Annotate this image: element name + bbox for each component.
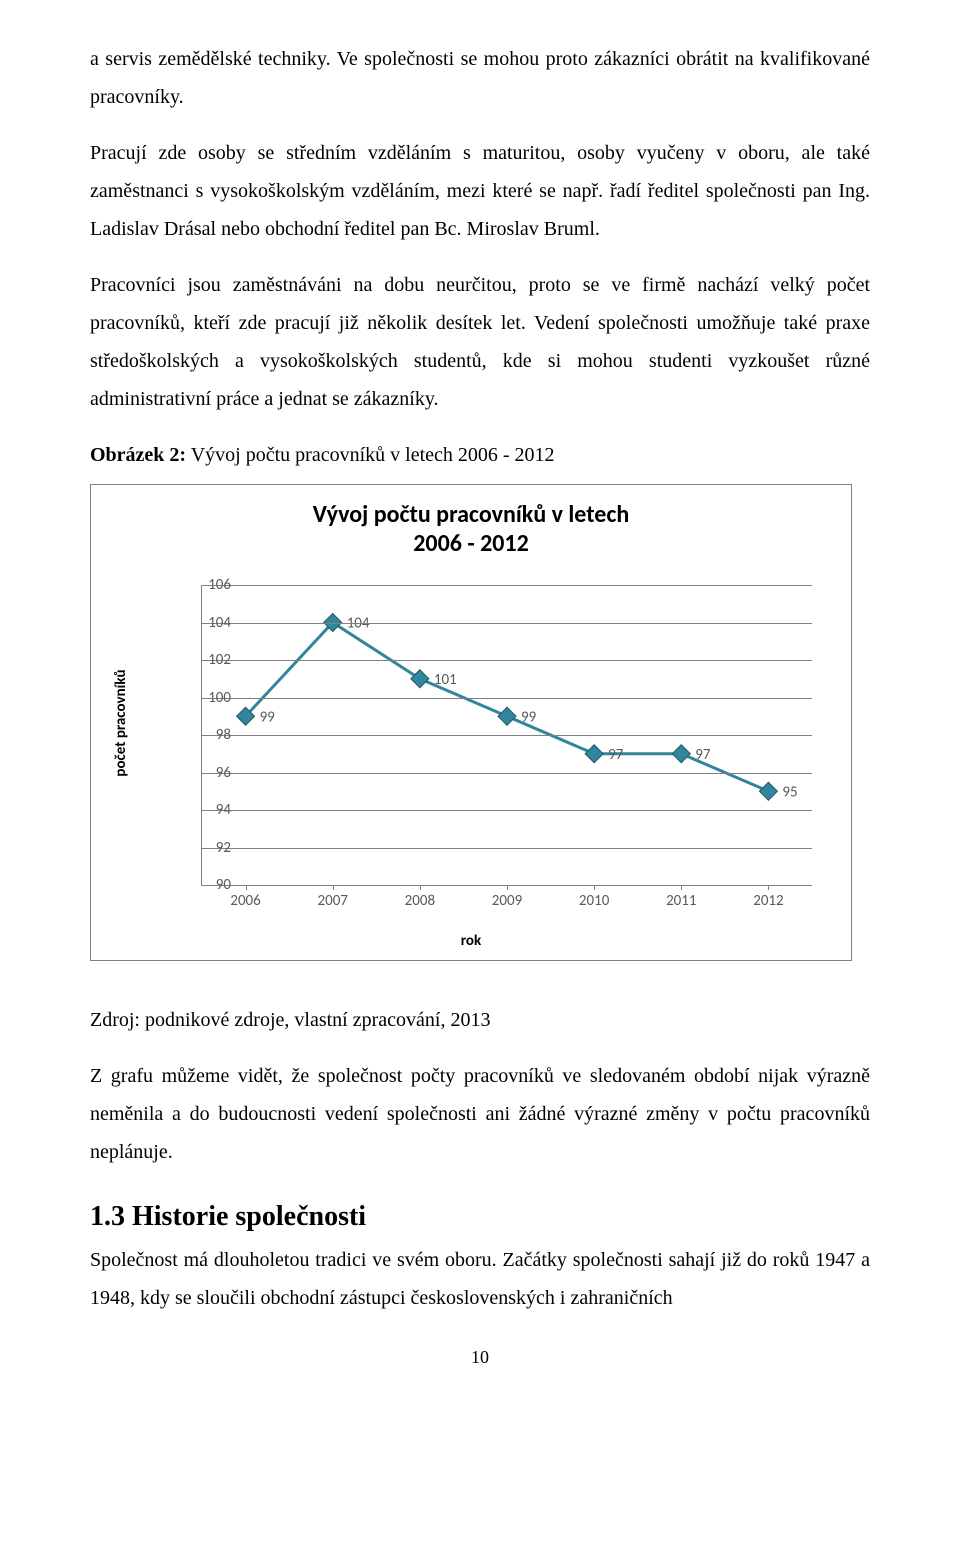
x-tick-label: 2012 bbox=[753, 892, 783, 910]
chart-marker bbox=[498, 707, 516, 725]
figure-caption-label: Obrázek 2: bbox=[90, 444, 186, 466]
paragraph-2: Pracují zde osoby se středním vzděláním … bbox=[90, 134, 870, 248]
chart-gridline bbox=[202, 585, 812, 586]
chart-marker bbox=[411, 670, 429, 688]
chart-data-label: 95 bbox=[782, 783, 797, 801]
heading-history: 1.3 Historie společnosti bbox=[90, 1201, 870, 1233]
chart-gridline bbox=[202, 623, 812, 624]
x-tick-mark bbox=[333, 885, 334, 890]
y-tick-label: 92 bbox=[191, 839, 231, 857]
y-tick-label: 102 bbox=[191, 651, 231, 669]
chart-gridline bbox=[202, 698, 812, 699]
chart-plot-area: 9910410199979795 20062007200820092010201… bbox=[201, 585, 812, 886]
paragraph-3: Pracovníci jsou zaměstnáváni na dobu neu… bbox=[90, 266, 870, 418]
x-tick-mark bbox=[768, 885, 769, 890]
y-tick-label: 96 bbox=[191, 764, 231, 782]
y-tick-label: 94 bbox=[191, 801, 231, 819]
chart-data-label: 104 bbox=[347, 615, 370, 633]
chart-gridline bbox=[202, 735, 812, 736]
figure-source: Zdroj: podnikové zdroje, vlastní zpracov… bbox=[90, 1001, 870, 1039]
chart-data-label: 99 bbox=[260, 708, 276, 726]
chart-data-label: 101 bbox=[434, 671, 457, 689]
chart-gridline bbox=[202, 810, 812, 811]
paragraph-4: Z grafu můžeme vidět, že společnost počt… bbox=[90, 1057, 870, 1171]
x-tick-label: 2007 bbox=[317, 892, 347, 910]
x-tick-mark bbox=[420, 885, 421, 890]
chart-data-label: 97 bbox=[608, 746, 624, 764]
x-tick-mark bbox=[507, 885, 508, 890]
figure-caption: Obrázek 2: Vývoj počtu pracovníků v lete… bbox=[90, 436, 870, 474]
x-axis-title: rok bbox=[91, 932, 851, 950]
x-tick-label: 2008 bbox=[405, 892, 435, 910]
chart-data-label: 99 bbox=[521, 708, 537, 726]
chart-data-label: 97 bbox=[695, 746, 711, 764]
chart-gridline bbox=[202, 660, 812, 661]
chart-title-line2: 2006 - 2012 bbox=[413, 529, 529, 558]
x-tick-label: 2011 bbox=[666, 892, 696, 910]
x-tick-label: 2010 bbox=[579, 892, 609, 910]
chart-gridline bbox=[202, 773, 812, 774]
chart-title: Vývoj počtu pracovníků v letech 2006 - 2… bbox=[91, 500, 851, 558]
y-tick-label: 90 bbox=[191, 876, 231, 894]
x-tick-mark bbox=[681, 885, 682, 890]
paragraph-5: Společnost má dlouholetou tradici ve své… bbox=[90, 1241, 870, 1317]
y-axis-title: počet pracovníků bbox=[112, 669, 130, 776]
chart-marker bbox=[585, 745, 603, 763]
y-tick-label: 100 bbox=[191, 689, 231, 707]
y-tick-label: 106 bbox=[191, 576, 231, 594]
figure-caption-text: Vývoj počtu pracovníků v letech 2006 - 2… bbox=[186, 444, 554, 466]
x-tick-mark bbox=[594, 885, 595, 890]
document-page: a servis zemědělské techniky. Ve společn… bbox=[0, 0, 960, 1398]
chart-gridline bbox=[202, 848, 812, 849]
x-tick-label: 2009 bbox=[492, 892, 522, 910]
x-tick-label: 2006 bbox=[230, 892, 260, 910]
y-tick-label: 98 bbox=[191, 726, 231, 744]
chart-marker bbox=[759, 782, 777, 800]
y-tick-label: 104 bbox=[191, 614, 231, 632]
employee-chart: Vývoj počtu pracovníků v letech 2006 - 2… bbox=[90, 484, 852, 961]
chart-marker bbox=[672, 745, 690, 763]
chart-title-line1: Vývoj počtu pracovníků v letech bbox=[313, 500, 630, 529]
x-tick-mark bbox=[246, 885, 247, 890]
page-number: 10 bbox=[90, 1347, 870, 1368]
paragraph-1: a servis zemědělské techniky. Ve společn… bbox=[90, 40, 870, 116]
